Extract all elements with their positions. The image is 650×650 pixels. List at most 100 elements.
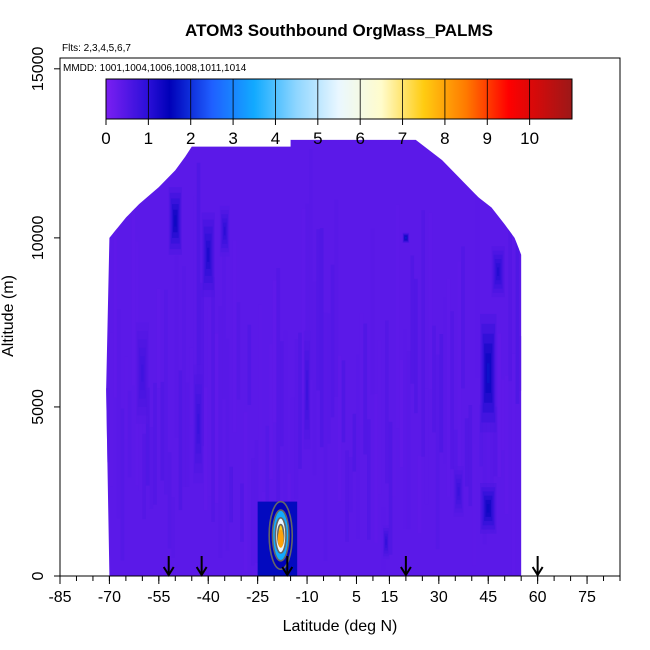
heatmap-streak <box>211 277 215 522</box>
plume-core <box>277 529 284 548</box>
heatmap-streak <box>127 390 132 478</box>
y-tick-label: 5000 <box>30 389 47 425</box>
heatmap-streak <box>323 312 328 561</box>
heatmap-streak <box>156 288 161 389</box>
y-axis: 0 5000 10000 15000 <box>30 46 60 580</box>
heatmap-streak <box>124 356 128 440</box>
colorbar-tick-label: 5 <box>313 129 322 148</box>
heatmap-streak <box>464 418 469 487</box>
heatmap-streak <box>341 360 346 443</box>
heatmap-streak <box>439 334 444 453</box>
colorbar-tick-label: 2 <box>186 129 195 148</box>
heatmap-streak <box>388 421 393 555</box>
heatmap-streak <box>106 388 110 463</box>
heatmap-streak <box>240 483 244 542</box>
heatmap-streak <box>421 210 425 457</box>
heatmap-streak <box>443 297 447 464</box>
heatmap-streak <box>312 281 317 476</box>
heatmap-feature <box>486 504 490 513</box>
heatmap-streak <box>504 375 509 515</box>
heatmap-streak <box>523 388 527 451</box>
heatmap-streak <box>468 405 473 507</box>
heatmap-streak <box>290 397 295 571</box>
x-axis-label: Latitude (deg N) <box>283 618 398 635</box>
heatmap-streak <box>214 333 219 504</box>
heatmap-streak <box>258 304 262 516</box>
x-tick-label: -85 <box>48 589 71 606</box>
heatmap-feature <box>497 267 500 276</box>
heatmap-streak <box>171 497 175 558</box>
heatmap-streak <box>243 412 248 572</box>
heatmap-streak <box>424 388 429 505</box>
heatmap-feature <box>174 215 177 227</box>
heatmap-streak <box>269 344 273 480</box>
flight-arrow <box>531 556 544 577</box>
heatmap-streak <box>385 320 389 484</box>
heatmap-streak <box>417 455 422 534</box>
colorbar-tick-label: 6 <box>355 129 364 148</box>
x-tick-label: 5 <box>352 589 361 606</box>
heatmap-streak <box>432 325 436 433</box>
colorbar-tick-label: 8 <box>440 129 449 148</box>
heatmap-streak <box>251 458 255 566</box>
heatmap-streak <box>319 228 324 448</box>
heatmap-streak <box>309 149 313 380</box>
heatmap-streak <box>497 333 502 478</box>
heatmap-streak <box>294 339 299 500</box>
heatmap-streak <box>359 313 364 426</box>
heatmap-feature <box>141 364 144 382</box>
heatmap-streak <box>153 382 157 505</box>
heatmap-streak <box>475 161 480 378</box>
x-tick-label: 45 <box>479 589 497 606</box>
dates-label: MMDD: 1001,1004,1006,1008,1011,1014 <box>63 63 247 74</box>
heatmap-streak <box>236 302 241 400</box>
heatmap-streak <box>403 329 407 529</box>
heatmap-streak <box>232 240 237 433</box>
x-axis: -85 -70 -55 -40 -25 -10 5 15 30 45 60 75 <box>48 576 621 606</box>
x-tick-label: 15 <box>381 589 399 606</box>
plume-contours <box>257 500 298 576</box>
heatmap-streak <box>145 387 150 486</box>
heatmap-streak <box>149 427 154 509</box>
heatmap-streak <box>276 268 281 508</box>
heatmap-streak <box>374 393 378 543</box>
heatmap-streak <box>280 341 284 447</box>
heatmap-streak <box>446 278 451 497</box>
heatmap-streak <box>222 229 226 400</box>
x-tick-label: -55 <box>147 589 170 606</box>
heatmap-streak <box>515 200 520 404</box>
heatmap-streak <box>225 338 230 551</box>
x-tick-label: 30 <box>430 589 448 606</box>
heatmap-streak <box>164 289 168 495</box>
heatmap-streak <box>265 425 270 559</box>
heatmap-streak <box>370 228 375 395</box>
heatmap-streak <box>450 311 454 470</box>
heatmap-streak <box>120 408 125 561</box>
heatmap-streak <box>113 227 117 398</box>
heatmap-streak <box>301 208 306 394</box>
x-tick-label: -25 <box>246 589 269 606</box>
heatmap-feature <box>197 413 200 434</box>
colorbar-tick-label: 0 <box>101 129 110 148</box>
heatmap-streak <box>218 306 223 558</box>
heatmap-feature <box>486 363 490 383</box>
colorbar-tick-label: 7 <box>398 129 407 148</box>
heatmap-streak <box>377 340 382 495</box>
heatmap-streak <box>392 439 396 497</box>
heatmap-streak <box>109 332 114 487</box>
heatmap-streak <box>519 336 522 391</box>
heatmap-streak <box>272 280 277 423</box>
heatmap-streak <box>203 387 208 511</box>
heatmap-feature <box>223 226 226 236</box>
heatmap-streak <box>493 406 498 477</box>
y-tick-label: 10000 <box>30 216 47 261</box>
y-tick-label: 0 <box>30 571 47 580</box>
colorbar-tick-label: 10 <box>520 129 539 148</box>
heatmap-streak <box>142 433 146 520</box>
heatmap-streak <box>363 323 368 455</box>
heatmap-feature <box>405 237 407 239</box>
x-tick-label: 60 <box>529 589 547 606</box>
colorbar-tick-label: 9 <box>483 129 492 148</box>
flights-label: Flts: 2,3,4,5,6,7 <box>62 43 131 54</box>
heatmap-streak <box>247 324 252 405</box>
